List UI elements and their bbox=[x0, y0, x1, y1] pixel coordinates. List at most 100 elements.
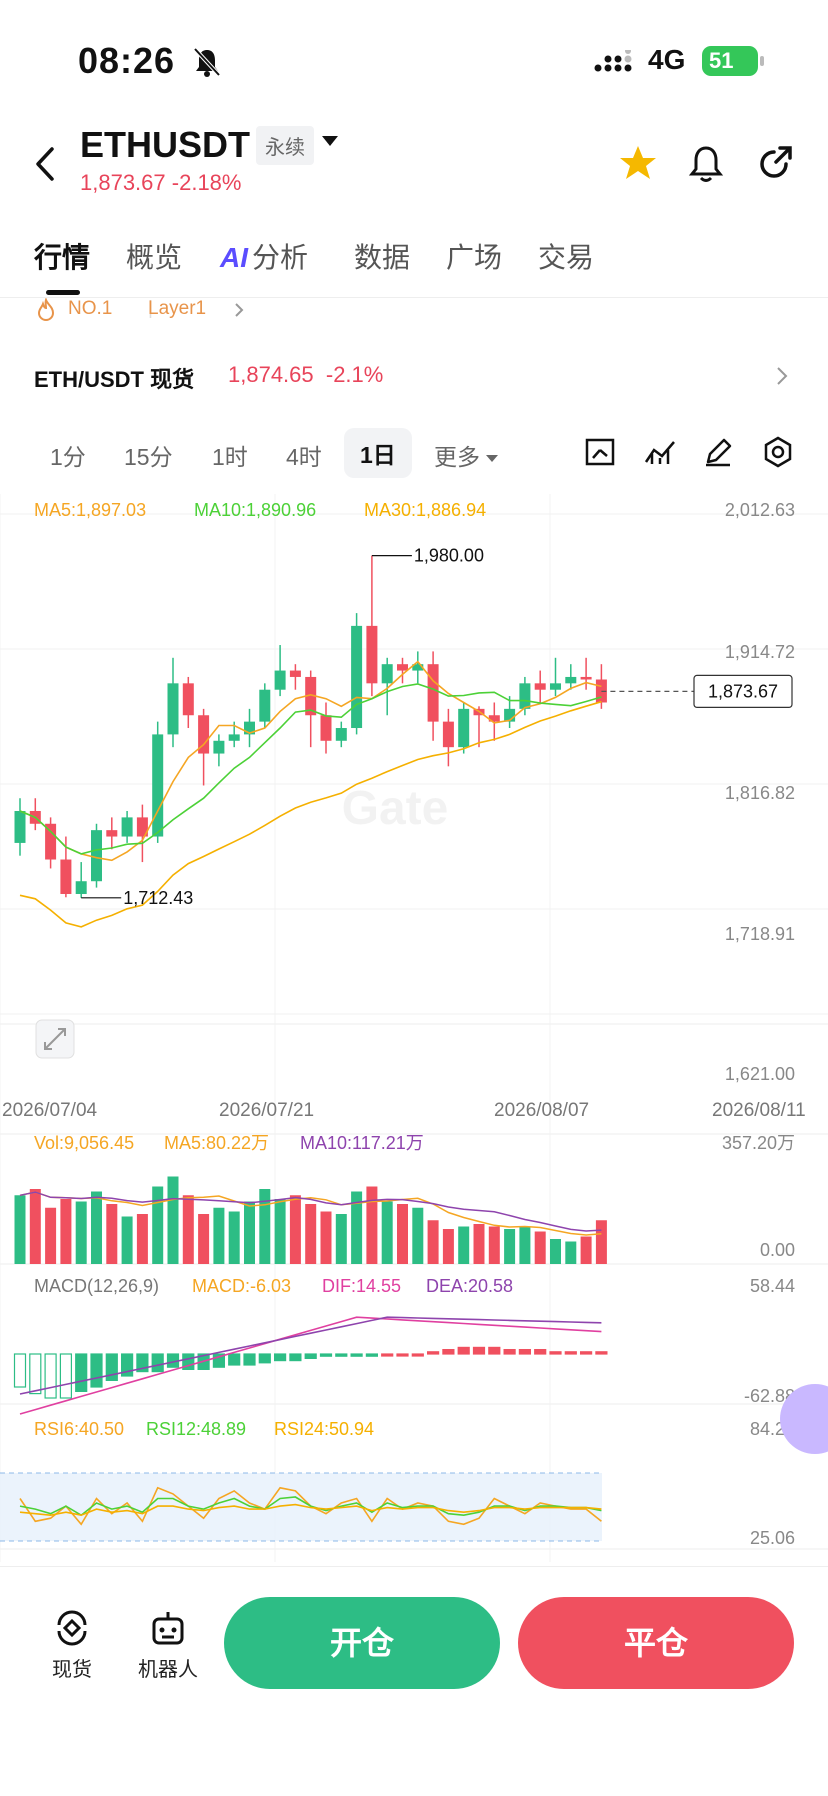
macd-bar bbox=[442, 1348, 455, 1355]
candle-body bbox=[152, 734, 164, 837]
candle-body bbox=[106, 830, 118, 837]
candle bbox=[259, 683, 271, 729]
candle-body bbox=[335, 728, 347, 741]
volume-max: 357.20万 bbox=[722, 1133, 795, 1153]
candle bbox=[504, 696, 516, 729]
macd-histogram bbox=[13, 1346, 608, 1399]
rsi24-legend: RSI24:50.94 bbox=[274, 1419, 374, 1439]
volume-bar bbox=[442, 1229, 454, 1264]
macd-bar bbox=[151, 1353, 164, 1373]
candle-body bbox=[167, 683, 179, 735]
candle-body bbox=[259, 689, 271, 722]
volume-bar bbox=[580, 1236, 592, 1264]
volume-bar bbox=[152, 1186, 164, 1264]
candle bbox=[427, 651, 439, 741]
volume-bar bbox=[335, 1214, 347, 1264]
candles bbox=[14, 555, 607, 898]
interval-1m[interactable]: 1分 bbox=[50, 444, 86, 470]
dea-line bbox=[19, 1316, 602, 1395]
assistant-bubble[interactable] bbox=[780, 1384, 828, 1454]
tab-analysis-label: 分析 bbox=[252, 242, 309, 273]
price-axis-label: 2,012.63 bbox=[725, 500, 795, 520]
volume-bar bbox=[427, 1220, 439, 1264]
candle-body bbox=[244, 721, 255, 735]
interval-1h[interactable]: 1时 bbox=[212, 444, 248, 470]
candle bbox=[550, 657, 561, 697]
volume-bar bbox=[121, 1216, 133, 1264]
macd-bar bbox=[488, 1346, 501, 1355]
volume-bar bbox=[198, 1214, 210, 1264]
candle-body bbox=[427, 664, 439, 722]
symbol-dropdown-icon[interactable] bbox=[322, 136, 338, 146]
expand-button[interactable] bbox=[35, 1019, 75, 1059]
share-icon[interactable] bbox=[756, 144, 794, 182]
open-position-button[interactable]: 开仓 bbox=[224, 1597, 500, 1689]
tab-analysis[interactable]: AI 分析 bbox=[220, 236, 308, 276]
draw-pencil-icon[interactable] bbox=[702, 436, 734, 468]
interval-more[interactable]: 更多 bbox=[434, 438, 498, 472]
interval-4h[interactable]: 4时 bbox=[286, 444, 322, 470]
volume-bar bbox=[167, 1176, 179, 1264]
candle bbox=[274, 645, 286, 697]
tab-market[interactable]: 行情 bbox=[34, 242, 91, 273]
indicator-icon[interactable] bbox=[644, 436, 676, 468]
dif-line bbox=[19, 1316, 602, 1415]
macd-bar bbox=[258, 1353, 271, 1364]
candle bbox=[519, 676, 531, 716]
macd-bar bbox=[381, 1353, 394, 1357]
settings-gear-icon[interactable] bbox=[762, 436, 794, 468]
back-arrow-icon[interactable] bbox=[34, 146, 56, 182]
macd-bar bbox=[534, 1348, 547, 1355]
category-tag[interactable]: Layer1 bbox=[148, 298, 207, 319]
candle bbox=[106, 817, 118, 850]
spot-shortcut[interactable]: 现货 bbox=[32, 1609, 112, 1682]
rsi-min: 25.06 bbox=[750, 1528, 795, 1548]
candle bbox=[397, 657, 408, 684]
chevron-right-icon[interactable] bbox=[234, 302, 244, 318]
volume-bar bbox=[320, 1211, 332, 1264]
spot-label: ETH/USDT 现货 bbox=[34, 367, 195, 392]
symbol-title[interactable]: ETHUSDT bbox=[80, 124, 250, 165]
macd-bar bbox=[182, 1353, 195, 1370]
candle bbox=[488, 702, 500, 741]
volume-bar bbox=[473, 1224, 485, 1264]
candle-body bbox=[45, 823, 57, 860]
status-bar: 08:26 4G 51 bbox=[0, 0, 828, 120]
candle-body bbox=[565, 676, 577, 684]
ma5-legend: MA5:1,897.03 bbox=[34, 500, 146, 520]
tab-square[interactable]: 广场 bbox=[446, 242, 503, 273]
header: ETHUSDT 永续 1,873.67 -2.18% bbox=[0, 110, 828, 210]
star-icon[interactable] bbox=[618, 144, 658, 182]
rsi6-legend: RSI6:40.50 bbox=[34, 1419, 124, 1439]
date-axis-label: 2026/08/07 bbox=[494, 1100, 589, 1121]
volume-ma5-legend: MA5:80.22万 bbox=[164, 1133, 269, 1153]
candle bbox=[91, 823, 102, 888]
candle bbox=[442, 708, 454, 767]
tab-data[interactable]: 数据 bbox=[354, 242, 411, 273]
chart-grid bbox=[0, 494, 828, 1562]
interval-1d[interactable]: 1日 bbox=[344, 428, 412, 478]
bot-shortcut[interactable]: 机器人 bbox=[128, 1609, 208, 1682]
volume-bar bbox=[91, 1191, 102, 1264]
tab-overview[interactable]: 概览 bbox=[126, 242, 183, 273]
spot-row[interactable]: ETH/USDT 现货 1,874.65 -2.1% bbox=[0, 350, 828, 400]
signal-icon bbox=[594, 50, 632, 72]
dif-value: DIF:14.55 bbox=[322, 1276, 401, 1296]
spot-swap-icon bbox=[57, 1610, 87, 1646]
current-price-marker: 1,873.67 bbox=[601, 674, 793, 709]
chevron-right-icon[interactable] bbox=[776, 366, 788, 386]
kline-chart[interactable]: Gate MA5:1,897.03 MA10:1,890.96 MA30:1,8… bbox=[0, 494, 828, 1562]
candle bbox=[534, 670, 546, 703]
date-axis-label: 2026/07/04 bbox=[2, 1100, 98, 1121]
robot-icon bbox=[152, 1612, 184, 1645]
close-position-button[interactable]: 平仓 bbox=[518, 1597, 794, 1689]
macd-bar bbox=[29, 1353, 42, 1395]
chart-settings-icon[interactable] bbox=[584, 436, 616, 468]
candle-body bbox=[412, 664, 424, 671]
tab-trade[interactable]: 交易 bbox=[538, 242, 595, 273]
candle bbox=[121, 811, 133, 843]
interval-15m[interactable]: 15分 bbox=[124, 444, 173, 470]
bell-icon[interactable] bbox=[688, 144, 724, 184]
rank-tag[interactable]: NO.1 bbox=[68, 298, 113, 319]
volume-ma10-line bbox=[19, 1191, 602, 1232]
